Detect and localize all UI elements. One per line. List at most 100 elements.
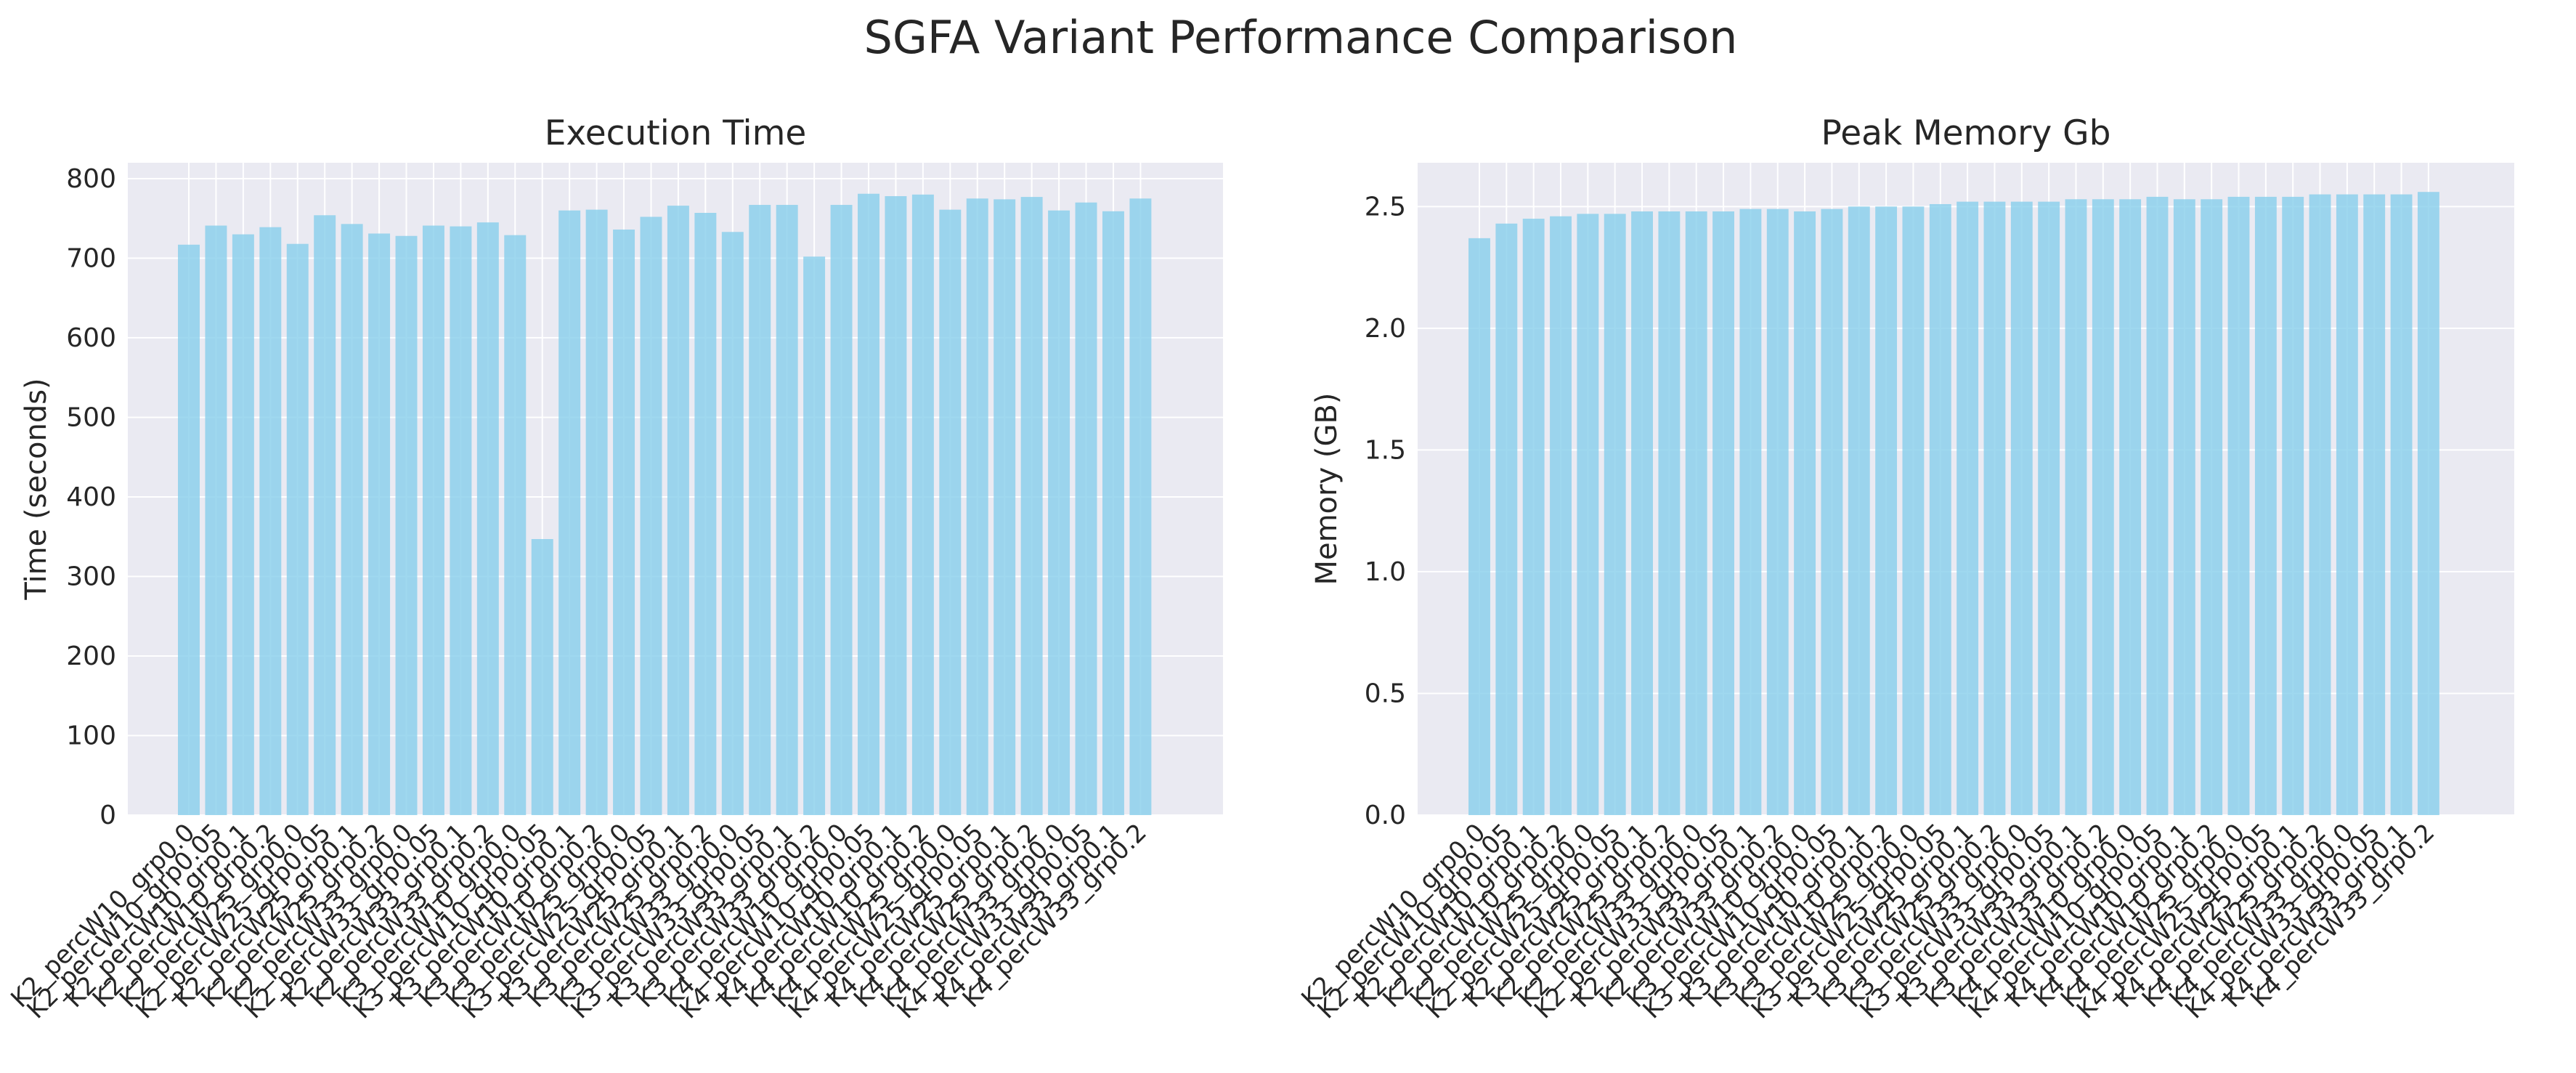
figure-title: SGFA Variant Performance Comparison: [864, 11, 1738, 64]
bar: [259, 227, 282, 816]
bar: [694, 212, 717, 815]
y-tick-label: 1.5: [1365, 435, 1406, 465]
bar: [178, 244, 200, 815]
y-tick-label: 400: [66, 482, 116, 512]
bar: [1020, 197, 1043, 816]
bar: [2336, 194, 2358, 815]
bar: [667, 206, 689, 815]
bar: [939, 209, 962, 815]
bar: [1712, 211, 1734, 816]
bar: [476, 222, 499, 815]
bar: [1495, 223, 1518, 815]
bar: [558, 210, 581, 816]
bar: [966, 198, 988, 815]
bar: [2309, 194, 2331, 815]
y-tick-label: 200: [66, 641, 116, 671]
y-tick-label: 500: [66, 402, 116, 432]
bar: [1075, 202, 1097, 815]
x-tick-labels: K2_percW10_grp0.0K2_percW10_grp0.05K2_pe…: [1296, 818, 2440, 1024]
chart-title: Execution Time: [545, 113, 807, 153]
x-tick-labels: K2_percW10_grp0.0K2_percW10_grp0.05K2_pe…: [5, 818, 1152, 1024]
bar: [2065, 199, 2087, 815]
bar: [2417, 192, 2439, 815]
bar: [2363, 194, 2386, 815]
y-axis-label: Time (seconds): [20, 378, 53, 600]
bar: [585, 209, 608, 815]
bar: [1821, 208, 1843, 815]
y-tick-label: 2.0: [1365, 314, 1406, 344]
bar: [450, 226, 472, 815]
bar: [2173, 199, 2195, 815]
bar: [232, 234, 254, 815]
bar: [286, 243, 309, 815]
bar: [314, 215, 336, 815]
bar: [1929, 203, 1951, 816]
y-tick-label: 0.5: [1365, 679, 1406, 708]
y-tick-label: 100: [66, 721, 116, 750]
bar: [749, 205, 771, 815]
bar: [1577, 214, 1599, 815]
bar: [2146, 196, 2169, 815]
bar: [1875, 206, 1898, 815]
execution-time-panel: 0 100 200 300 400 500 600 700 800 K2_percW10_grp…: [5, 113, 1223, 1024]
y-tick-labels: 0 100 200 300 400 500 600 700 800: [66, 164, 116, 830]
y-tick-label: 800: [66, 164, 116, 194]
y-tick-label: 600: [66, 323, 116, 353]
chart-title: Peak Memory Gb: [1821, 113, 2111, 153]
y-tick-label: 700: [66, 243, 116, 273]
bar: [205, 225, 227, 815]
y-tick-label: 300: [66, 562, 116, 591]
bar: [1848, 206, 1870, 815]
y-tick-label: 0: [99, 801, 116, 830]
y-axis-label: Memory (GB): [1310, 392, 1344, 585]
bar: [531, 538, 553, 815]
y-tick-labels: 0.0 0.5 1.0 1.5 2.0 2.5: [1365, 192, 1406, 830]
bar: [2282, 196, 2304, 815]
bar: [830, 205, 853, 815]
bar: [1902, 206, 1925, 815]
bar: [885, 195, 907, 815]
bar: [2010, 201, 2033, 815]
bar: [1766, 208, 1789, 815]
bar: [2092, 199, 2114, 815]
bar: [1468, 238, 1490, 815]
bar: [776, 205, 798, 815]
y-tick-label: 0.0: [1365, 801, 1406, 830]
bar: [1739, 208, 1762, 815]
bar: [858, 193, 879, 816]
bar: [994, 199, 1016, 815]
bar: [1983, 201, 2006, 815]
bar: [422, 225, 444, 815]
bar-series: [1468, 192, 2439, 816]
y-tick-label: 2.5: [1365, 192, 1406, 222]
bar: [1550, 216, 1572, 815]
bar: [2227, 196, 2250, 815]
bar: [395, 235, 418, 815]
bar: [2119, 199, 2142, 815]
bar: [1129, 198, 1152, 815]
bar: [1658, 211, 1681, 816]
bar: [341, 224, 363, 815]
bar: [368, 233, 391, 816]
bar: [1604, 214, 1626, 815]
bar: [1522, 219, 1545, 816]
peak-memory-panel: 0.0 0.5 1.0 1.5 2.0 2.5 K2_percW10_grp0.0K2_p…: [1296, 113, 2514, 1024]
bar: [504, 235, 527, 815]
bar: [2390, 194, 2413, 815]
bar: [1957, 201, 1979, 815]
bar: [2201, 199, 2223, 815]
bar: [1102, 211, 1124, 815]
bar: [1685, 211, 1707, 816]
bar: [721, 232, 744, 815]
bar: [1631, 211, 1653, 816]
y-tick-label: 1.0: [1365, 557, 1406, 587]
bar-series: [178, 193, 1152, 816]
bar: [1048, 210, 1070, 816]
bar: [2254, 196, 2277, 815]
bar: [640, 216, 662, 816]
bar: [613, 229, 635, 815]
bar: [1794, 211, 1816, 816]
bar: [803, 256, 826, 816]
bar: [2038, 201, 2060, 815]
